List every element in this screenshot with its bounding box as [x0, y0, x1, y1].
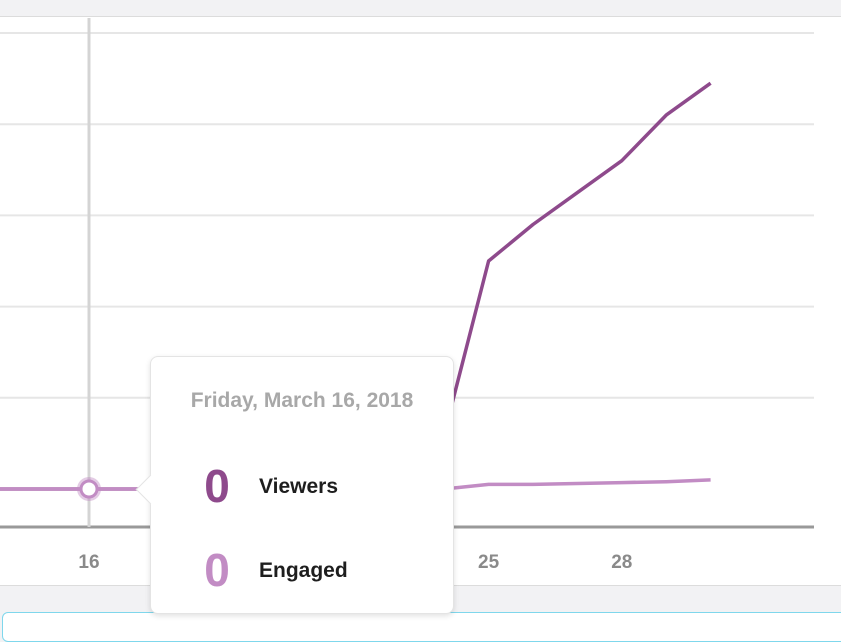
- x-tick-label: 25: [478, 552, 500, 573]
- tooltip-date: Friday, March 16, 2018: [190, 389, 414, 412]
- tooltip-row-engaged: 0 Engaged: [199, 545, 439, 595]
- tooltip-row-viewers: 0 Viewers: [199, 461, 439, 511]
- tooltip-viewers-label: Viewers: [259, 475, 339, 498]
- hover-marker-point[interactable]: [79, 479, 99, 499]
- x-tick-label: 16: [78, 552, 99, 573]
- x-tick-labels: 16 25 28: [78, 552, 632, 573]
- grid-lines: [0, 32, 814, 399]
- line-chart[interactable]: 16 25 28: [0, 0, 841, 628]
- tooltip-engaged-label: Engaged: [259, 559, 348, 582]
- hover-marker: [77, 477, 101, 501]
- chart-tooltip: Friday, March 16, 2018 0 Viewers 0 Engag…: [135, 356, 454, 614]
- x-tick-label: 28: [611, 552, 632, 573]
- tooltip-viewers-value: 0: [204, 460, 230, 512]
- tooltip-engaged-value: 0: [204, 544, 230, 596]
